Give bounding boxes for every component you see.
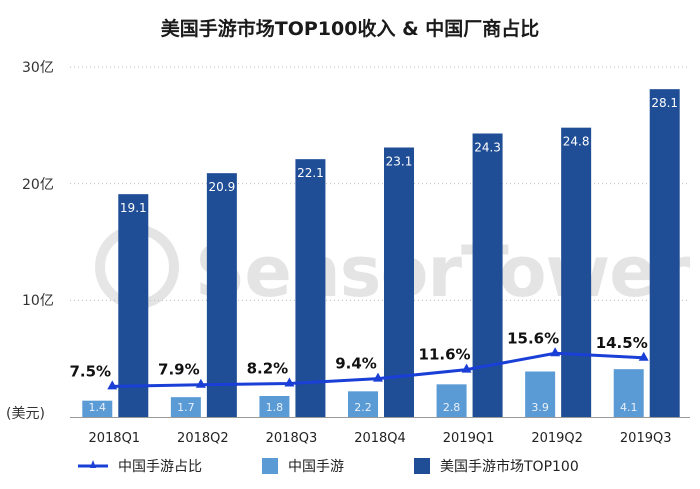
- legend-swatch-us: [414, 458, 430, 474]
- bar-us: [561, 127, 592, 418]
- y-unit-label: (美元): [6, 406, 45, 422]
- bar-label-china: 1.8: [266, 401, 284, 414]
- bar-label-china: 4.1: [620, 401, 638, 414]
- bar-label-china: 2.2: [354, 401, 372, 414]
- ratio-label: 14.5%: [596, 334, 648, 352]
- x-tick-label: 2019Q2: [531, 431, 583, 446]
- bar-label-us: 28.1: [651, 96, 678, 110]
- bar-label-us: 24.3: [474, 141, 501, 155]
- bar-label-us: 19.1: [120, 201, 147, 215]
- ratio-label: 11.6%: [419, 346, 471, 364]
- bar-label-china: 3.9: [531, 401, 549, 414]
- line-series: [107, 347, 649, 390]
- y-tick-label: 10亿: [22, 293, 54, 310]
- bar-china: [82, 400, 113, 417]
- ratio-point: [550, 347, 561, 357]
- x-tick-label: 2018Q2: [177, 431, 229, 446]
- legend-label-us: 美国手游市场TOP100: [440, 459, 579, 475]
- ratio-point: [284, 377, 295, 387]
- x-tick-label: 2018Q4: [354, 431, 406, 446]
- legend-item-china: 中国手游: [262, 456, 344, 476]
- bar-us: [384, 147, 414, 417]
- bars: [82, 89, 680, 418]
- bar-us: [295, 159, 326, 417]
- bar-china: [348, 391, 378, 417]
- bar-us: [472, 133, 503, 417]
- watermark: SensorTower: [95, 225, 690, 325]
- ratio-point: [107, 380, 118, 390]
- ratio-point: [461, 363, 472, 373]
- watermark-text: SensorTower: [195, 231, 690, 313]
- bar-label-us: 23.1: [386, 155, 413, 169]
- legend-line-icon: [78, 460, 108, 468]
- bar-us: [206, 173, 237, 417]
- bar-label-us: 24.8: [563, 135, 590, 149]
- ratio-point: [195, 378, 206, 388]
- bar-china: [613, 369, 644, 417]
- ratio-label: 7.5%: [69, 362, 111, 380]
- legend-item-ratio: 中国手游占比: [78, 456, 202, 476]
- ratio-label: 7.9%: [158, 361, 200, 379]
- legend-item-us: 美国手游市场TOP100: [414, 456, 579, 476]
- bar-label-us: 22.1: [297, 166, 324, 180]
- ratio-point: [373, 372, 383, 382]
- bar-label-us: 20.9: [208, 180, 235, 194]
- legend-label-china: 中国手游: [288, 459, 344, 475]
- chart-title: 美国手游市场TOP100收入 & 中国厂商占比: [160, 18, 540, 40]
- bar-china: [525, 371, 556, 417]
- ratio-label: 15.6%: [507, 329, 559, 347]
- x-tick-label: 2019Q1: [443, 431, 495, 446]
- bar-label-china: 2.8: [443, 401, 461, 414]
- data-labels: 1.4 19.1 1.7 20.9 1.8 22.1 2.2 23.1 2.8 24.3 3.9 24…: [69, 96, 678, 414]
- bar-china: [259, 396, 290, 417]
- legend: 中国手游占比 中国手游 美国手游市场TOP100: [0, 456, 700, 480]
- ratio-label: 8.2%: [247, 360, 289, 378]
- legend-swatch-china: [262, 458, 278, 474]
- x-tick-label: 2019Q3: [620, 431, 672, 446]
- legend-label-ratio: 中国手游占比: [118, 459, 202, 475]
- bar-china: [170, 397, 201, 417]
- bar-us: [118, 194, 149, 417]
- bar-label-china: 1.7: [177, 401, 195, 414]
- bar-china: [436, 384, 467, 417]
- bar-label-china: 1.4: [89, 401, 107, 414]
- x-axis: 2018Q1 2018Q2 2018Q3 2018Q4 2019Q1 2019Q2 2019…: [88, 431, 671, 446]
- x-tick-label: 2018Q3: [266, 431, 318, 446]
- x-tick-label: 2018Q1: [88, 431, 140, 446]
- y-tick-label: 20亿: [22, 176, 54, 193]
- y-tick-label: 30亿: [22, 60, 54, 76]
- bar-us: [649, 89, 680, 418]
- ratio-label: 9.4%: [335, 355, 377, 373]
- ratio-point: [638, 351, 649, 361]
